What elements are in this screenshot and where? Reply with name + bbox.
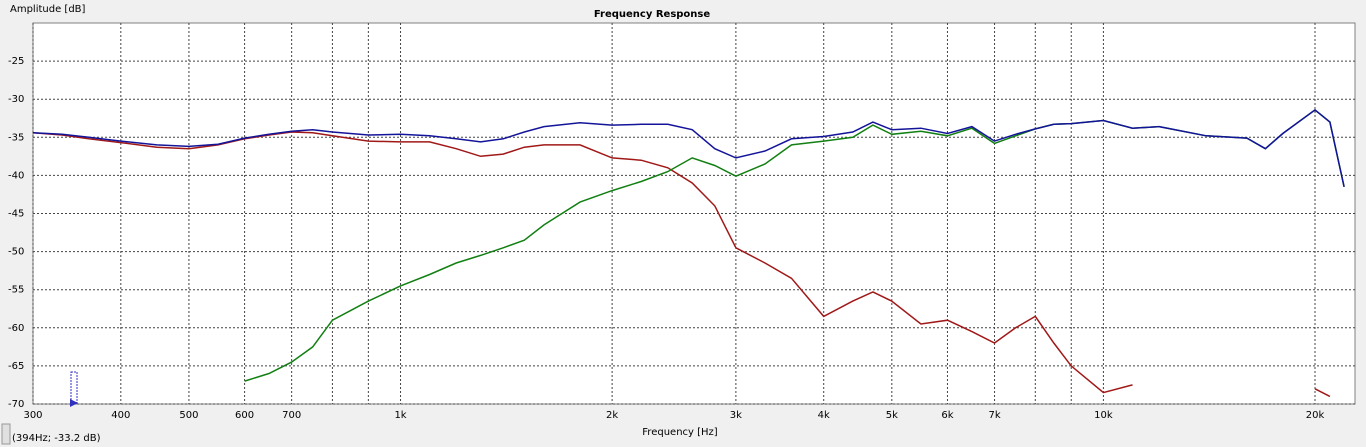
y-tick-label: -45 (8, 209, 24, 220)
x-tick-label: 5k (886, 410, 898, 421)
x-tick-label: 7k (988, 410, 1000, 421)
y-tick-label: -25 (8, 56, 24, 67)
x-tick-label: 400 (111, 410, 130, 421)
series-line (32, 108, 1345, 187)
scroll-button[interactable] (1, 423, 11, 445)
y-tick-label: -30 (8, 94, 24, 105)
x-tick-label: 3k (730, 410, 742, 421)
x-axis-label: Frequency [Hz] (642, 427, 718, 438)
y-tick-label: -55 (8, 285, 24, 296)
x-tick-label: 6k (941, 410, 953, 421)
x-tick-label: 600 (235, 410, 254, 421)
y-tick-label: -40 (8, 170, 24, 181)
chart-title: Frequency Response (594, 9, 711, 20)
y-tick-label: -60 (8, 323, 24, 334)
x-tick-label: 1k (394, 410, 406, 421)
x-tick-label: 2k (606, 410, 618, 421)
y-axis-label: Amplitude [dB] (10, 4, 86, 15)
cursor-readout: (394Hz; -33.2 dB) (12, 433, 101, 444)
y-tick-label: -50 (8, 247, 24, 258)
x-tick-label: 300 (23, 410, 42, 421)
y-tick-label: -65 (8, 361, 24, 372)
y-tick-label: -70 (8, 399, 24, 410)
x-tick-label: 500 (179, 410, 198, 421)
x-tick-label: 700 (282, 410, 301, 421)
x-tick-label: 20k (1306, 410, 1325, 421)
y-tick-label: -35 (8, 132, 24, 143)
x-tick-label: 4k (818, 410, 830, 421)
x-tick-label: 10k (1094, 410, 1113, 421)
cursor-marker (70, 371, 78, 407)
